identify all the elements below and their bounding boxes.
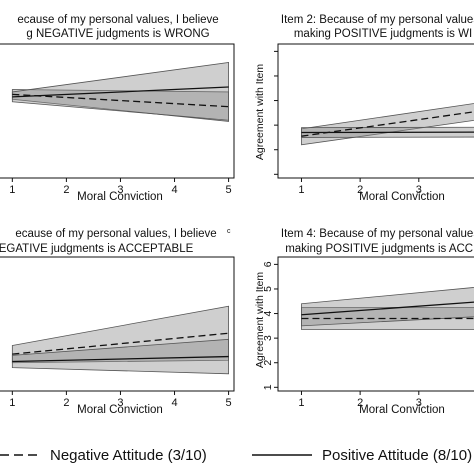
plot-content	[11, 61, 229, 122]
panel-bottom-left: ecause of my personal values, I believe …	[0, 228, 217, 416]
x-tick-label: 1	[9, 397, 15, 409]
series-line-negative	[301, 111, 474, 137]
panel-title-line-2: making POSITIVE judgments is ACCE	[285, 243, 474, 255]
x-tick-label: 3	[416, 397, 422, 409]
plot-frame	[277, 256, 474, 392]
plot-frame	[277, 43, 474, 179]
plot-content	[301, 287, 474, 330]
y-tick-label: 5	[262, 286, 274, 292]
x-tick-label: 2	[63, 184, 69, 196]
x-tick-label: 3	[416, 184, 422, 196]
series-line-positive	[12, 86, 229, 98]
panel-title-line-2: EGATIVE judgments is ACCEPTABLE	[0, 243, 194, 255]
panel-bottom-right: Item 4: Because of my personal values ma…	[254, 228, 474, 416]
stray-mark: c	[227, 228, 231, 235]
x-tick-label: 2	[357, 184, 363, 196]
x-axis-label: Moral Conviction	[77, 191, 163, 203]
x-axis-label: Moral Conviction	[359, 191, 445, 203]
y-tick-label: 2	[262, 360, 274, 366]
plot-content	[11, 305, 229, 375]
series-line-negative	[12, 93, 229, 108]
x-tick-label: 1	[298, 184, 304, 196]
y-tick-label: 1	[262, 384, 274, 390]
plot-area-top-left: 1 2 3 4 5	[0, 43, 235, 196]
ci-band-negative	[301, 103, 474, 146]
x-axis-label: Moral Conviction	[77, 404, 163, 416]
panel-title-line-2: making POSITIVE judgments is WI	[294, 28, 472, 40]
y-tick-label: 4	[262, 310, 274, 316]
x-axis-label: Moral Conviction	[359, 404, 445, 416]
legend: Negative Attitude (3/10) Positive Attitu…	[0, 447, 472, 464]
x-tick-label: 3	[117, 397, 123, 409]
plot-content	[301, 103, 474, 146]
plot-area-bottom-left: 1 2 3 4 5	[0, 256, 235, 409]
panel-title-line-1: Item 4: Because of my personal values	[281, 228, 474, 240]
x-tick-label: 4	[171, 184, 177, 196]
ci-band-positive	[11, 338, 229, 375]
series-line-positive	[12, 355, 229, 363]
plot-area-top-right: 1 2 3	[274, 43, 474, 196]
series-line-negative	[12, 332, 229, 355]
y-axis-label: Agreement with Item	[254, 64, 266, 161]
x-tick-label: 4	[171, 397, 177, 409]
x-tick-label: 5	[226, 397, 232, 409]
series-line-positive	[301, 301, 474, 316]
panel-title-line-2: g NEGATIVE judgments is WRONG	[26, 28, 209, 40]
y-tick-label: 6	[262, 261, 274, 267]
panel-top-left: ecause of my personal values, I believe …	[17, 14, 218, 203]
y-axis-label: Agreement with Item	[254, 272, 266, 369]
x-tick-label: 5	[226, 184, 232, 196]
x-tick-label: 1	[298, 397, 304, 409]
plot-area-bottom-right: 1 2 3 1 2 3 4 5 6	[262, 256, 474, 409]
panel-title-line-1: ecause of my personal values, I believe	[17, 14, 218, 26]
panel-title-line-1: ecause of my personal values, I believe	[15, 228, 216, 240]
legend-negative-label: Negative Attitude (3/10)	[50, 447, 207, 464]
x-tick-label: 1	[9, 184, 15, 196]
panel-top-right: Item 2: Because of my personal values ma…	[254, 14, 474, 203]
legend-positive-label: Positive Attitude (8/10)	[322, 447, 472, 464]
x-tick-label: 3	[117, 184, 123, 196]
x-tick-label: 2	[63, 397, 69, 409]
x-tick-label: 2	[357, 397, 363, 409]
y-tick-label: 3	[262, 335, 274, 341]
panel-title-line-1: Item 2: Because of my personal values	[281, 14, 474, 26]
